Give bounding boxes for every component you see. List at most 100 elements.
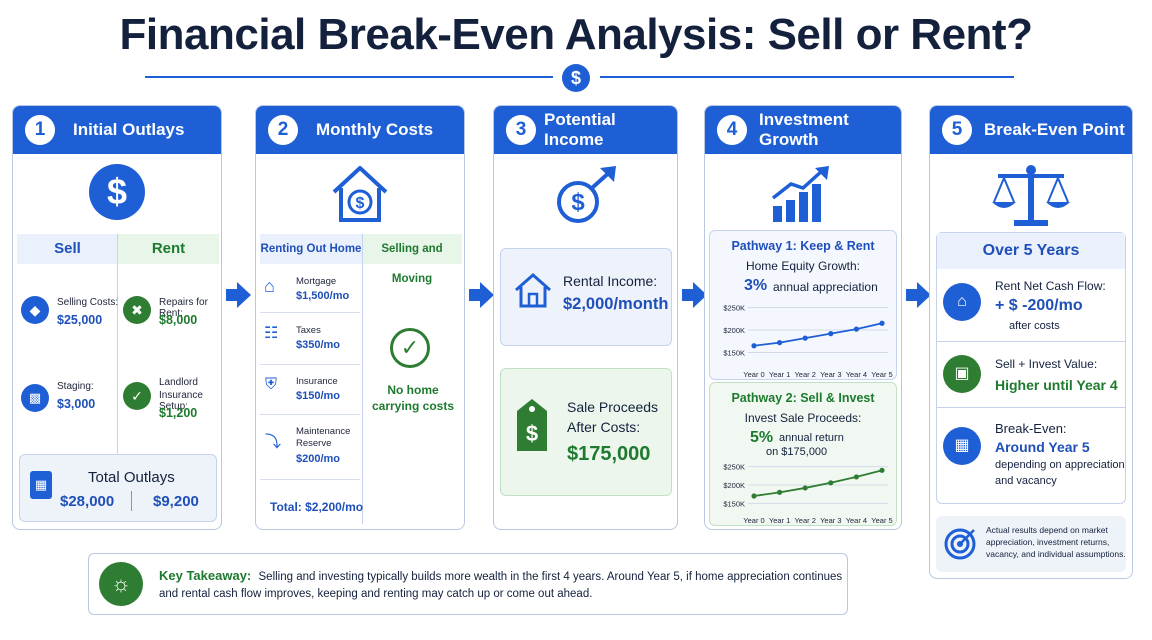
row-divider (260, 364, 360, 365)
panel-monthly-costs: 2 Monthly Costs $ Renting Out Home Selli… (255, 105, 465, 530)
pathway1-rate: 3% (744, 277, 768, 294)
break-even-label: Break-Even: (995, 421, 1067, 436)
panel-header: 2 Monthly Costs (256, 106, 464, 154)
row-divider (937, 407, 1125, 408)
data-point (751, 493, 757, 499)
data-point (802, 335, 808, 341)
column-divider (117, 234, 118, 454)
insurance-value: $150/mo (296, 390, 341, 402)
sale-label-line1: Sale Proceeds (567, 399, 659, 415)
disclaimer-line3: vacancy, and individual assumptions. (986, 549, 1126, 559)
total-divider (131, 491, 132, 511)
landlord-label-line2: Insurance Setup: (159, 390, 203, 412)
step-number: 1 (25, 115, 55, 145)
data-point (853, 326, 859, 332)
pathway2-chart: $250K $200K $150K Year 0 Year 1 Year 2 Year 3 Y… (723, 463, 892, 525)
svg-text:$: $ (356, 195, 365, 212)
sale-label-line2: After Costs: (567, 419, 641, 435)
step-number: 5 (942, 115, 972, 145)
pathway2-box: Pathway 2: Sell & Invest Invest Sale Pro… (709, 382, 897, 526)
panel-break-even: 5 Break-Even Point Over 5 Years ⌂ Rent N… (929, 105, 1133, 579)
landlord-value: $1,200 (159, 406, 198, 420)
step-number: 2 (268, 115, 298, 145)
wrench-icon: ⤵ (265, 434, 282, 451)
check-circle-icon: ✓ (390, 328, 430, 368)
repairs-label: Repairs for Rent: (159, 297, 208, 319)
step-number: 3 (506, 115, 536, 145)
x-tick-label: Year 1 (769, 370, 790, 379)
pathway1-box: Pathway 1: Keep & Rent Home Equity Growt… (709, 230, 897, 380)
price-tag-icon: ◆ (21, 296, 49, 324)
y-tick-label: $200K (723, 481, 745, 490)
data-point (879, 467, 885, 473)
total-outlays-label: Total Outlays (88, 469, 175, 486)
x-tick-label: Year 0 (743, 370, 764, 379)
total-rent-value: $9,200 (153, 493, 199, 510)
y-tick-label: $250K (723, 463, 745, 472)
maintenance-value: $200/mo (296, 453, 341, 465)
data-point (853, 474, 859, 480)
pathway1-chart: $250K $200K $150K Year 0 Year 1 Year 2 Year 3 Y… (723, 304, 892, 380)
no-costs-line1: No home (387, 383, 439, 397)
repairs-value: $8,000 (159, 313, 198, 327)
panel-header: 5 Break-Even Point (930, 106, 1132, 154)
column-divider (362, 234, 363, 524)
selling-moving-header: Selling and Moving (362, 234, 462, 285)
x-tick-label: Year 4 (846, 516, 867, 525)
data-point (751, 343, 757, 349)
series-line (753, 322, 883, 347)
x-tick-label: Year 2 (794, 370, 815, 379)
maintenance-label-line1: Maintenance (296, 426, 351, 437)
dollar-coin-icon: $ (562, 64, 590, 92)
panel-header: 4 Investment Growth (705, 106, 901, 154)
pathway1-subtitle: Home Equity Growth: (745, 259, 861, 273)
rental-income-box: Rental Income: $2,000/month (500, 248, 672, 346)
landlord-label-line1: Landlord (159, 377, 198, 388)
wallet-icon: ▣ (943, 355, 981, 393)
rental-income-value: $2,000/month (563, 295, 669, 313)
step-number: 4 (717, 115, 747, 145)
x-tick-label: Year 5 (871, 516, 892, 525)
pathway1-rate-desc: annual appreciation (773, 280, 878, 294)
calculator-icon: ▦ (30, 471, 52, 499)
panel-title: Break-Even Point (984, 120, 1125, 139)
y-tick-label: $150K (723, 499, 745, 508)
data-point (777, 489, 783, 495)
pathway2-title: Pathway 2: Sell & Invest (731, 391, 875, 405)
pathway2-subtitle: Invest Sale Proceeds: (744, 411, 862, 425)
key-takeaway-box: ☼ Key Takeaway: Selling and investing ty… (88, 553, 848, 615)
taxes-value: $350/mo (296, 339, 341, 351)
x-tick-label: Year 3 (820, 370, 841, 379)
data-point (802, 485, 808, 491)
panel-header: 1 Initial Outlays (13, 106, 221, 154)
data-point (777, 340, 783, 346)
disclaimer-line1: Actual results depend on market (986, 525, 1108, 535)
shield-check-icon: ✓ (123, 382, 151, 410)
sale-proceeds-value: $175,000 (567, 443, 651, 465)
pathway1-title: Pathway 1: Keep & Rent (731, 239, 875, 253)
bar-chart-growth-icon (771, 166, 829, 222)
total-sell-value: $28,000 (60, 493, 115, 510)
row-divider (260, 479, 360, 480)
data-point (828, 331, 834, 337)
staging-value: $3,000 (57, 397, 96, 411)
shield-icon: ⛨ (265, 376, 278, 393)
break-even-note2: and vacancy (995, 475, 1057, 487)
selling-costs-value: $25,000 (57, 313, 103, 327)
row-divider (260, 414, 360, 415)
x-tick-label: Year 5 (871, 370, 892, 379)
y-tick-label: $200K (723, 326, 745, 335)
x-tick-label: Year 3 (820, 516, 841, 525)
data-point (879, 320, 885, 326)
price-tag-dollar-icon: $ (517, 399, 547, 451)
disclaimer-text: Actual results depend on market apprecia… (986, 524, 1126, 560)
page-title: Financial Break-Even Analysis: Sell or R… (119, 10, 1033, 59)
panel-title: Potential Income (544, 110, 616, 149)
rent-flow-value: + $ -200/mo (995, 297, 1083, 314)
mortgage-value: $1,500/mo (296, 290, 350, 302)
target-icon (944, 528, 976, 560)
panel-title: Monthly Costs (316, 120, 434, 139)
takeaway-text1: Selling and investing typically builds m… (258, 571, 843, 583)
takeaway-label: Key Takeaway: (159, 568, 252, 583)
break-even-value: Around Year 5 (995, 439, 1090, 455)
